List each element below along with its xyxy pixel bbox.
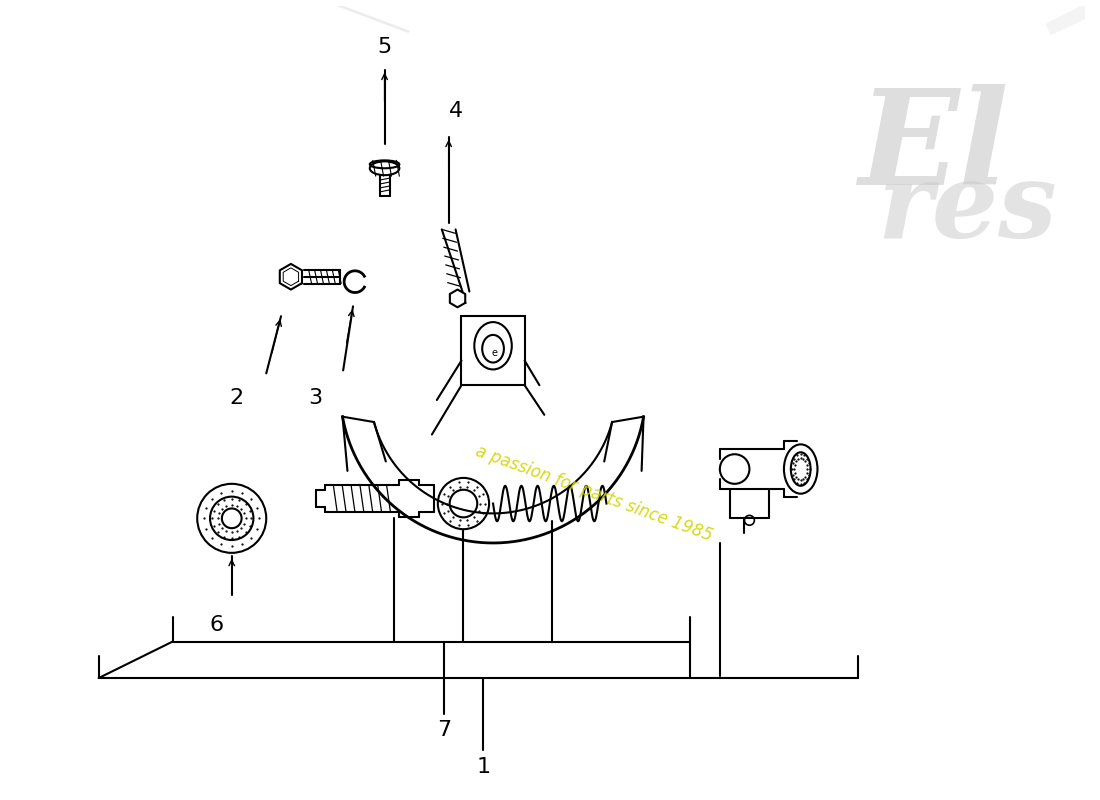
Text: 3: 3 [308, 388, 322, 408]
Text: 5: 5 [377, 37, 392, 57]
Text: 2: 2 [230, 388, 244, 408]
Text: 7: 7 [437, 721, 451, 741]
Text: 4: 4 [449, 101, 463, 121]
Text: e: e [491, 348, 497, 358]
Text: 6: 6 [210, 615, 224, 635]
Text: 1: 1 [476, 757, 491, 777]
Text: a passion for parts since 1985: a passion for parts since 1985 [473, 442, 715, 545]
Text: El: El [858, 85, 1009, 214]
Text: res: res [878, 158, 1057, 260]
